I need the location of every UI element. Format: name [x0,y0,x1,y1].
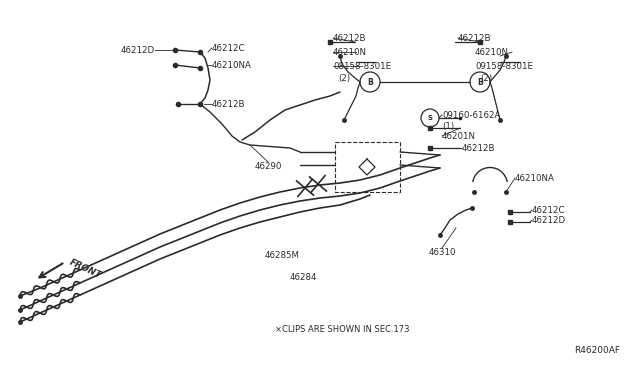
Text: 46212B: 46212B [458,33,492,42]
Text: 46212D: 46212D [121,45,155,55]
Text: 09158-8301E: 09158-8301E [475,61,533,71]
Text: 46210NA: 46210NA [515,173,555,183]
Text: (1): (1) [442,122,454,131]
Text: 46212B: 46212B [333,33,367,42]
Text: 46210N: 46210N [333,48,367,57]
Text: FRONT: FRONT [68,258,103,280]
Text: (2): (2) [338,74,350,83]
Text: S: S [428,115,433,121]
Text: 46212B: 46212B [212,99,246,109]
Text: 46210NA: 46210NA [212,61,252,70]
Text: 46284: 46284 [290,273,317,282]
Text: B: B [477,77,483,87]
Text: R46200AF: R46200AF [574,346,620,355]
Text: 46212B: 46212B [462,144,495,153]
Text: (2): (2) [480,74,492,83]
Text: 46201N: 46201N [442,131,476,141]
Text: B: B [367,77,373,87]
Text: 09160-6162A: 09160-6162A [442,110,500,119]
Text: 46290: 46290 [254,162,282,171]
Text: 46212D: 46212D [532,215,566,224]
Text: ×CLIPS ARE SHOWN IN SEC.173: ×CLIPS ARE SHOWN IN SEC.173 [275,326,410,334]
Text: 46212C: 46212C [532,205,566,215]
Text: 46310: 46310 [428,248,456,257]
Text: 46212C: 46212C [212,44,246,52]
Text: 46285M: 46285M [265,250,300,260]
Text: 08158-8301E: 08158-8301E [333,61,391,71]
Text: 46210N: 46210N [475,48,509,57]
